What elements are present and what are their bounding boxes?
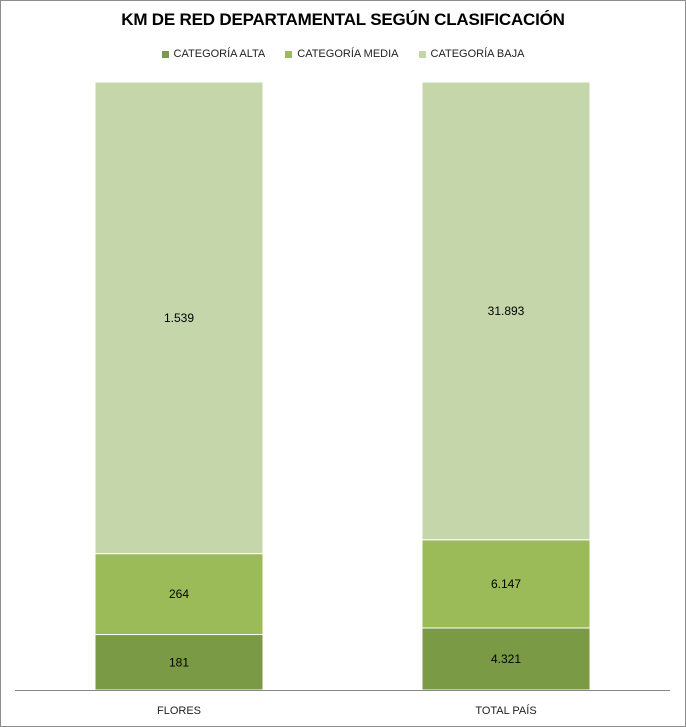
bar-flores-categoria-media (94, 553, 264, 636)
data-label-total-pais-categoria-media: 6.147 (491, 577, 521, 591)
legend-item-alta: CATEGORÍA ALTA (161, 48, 266, 60)
legend: CATEGORÍA ALTA CATEGORÍA MEDIA CATEGORÍA… (0, 48, 686, 60)
legend-label-baja: CATEGORÍA BAJA (430, 48, 525, 60)
bar-total-pais-categoria-media (421, 539, 591, 629)
legend-item-media: CATEGORÍA MEDIA (285, 48, 399, 60)
legend-label-alta: CATEGORÍA ALTA (173, 48, 266, 60)
data-label-flores-categoria-baja: 1.539 (164, 311, 194, 325)
bar-flores-categoria-baja (94, 81, 264, 555)
legend-item-baja: CATEGORÍA BAJA (418, 48, 525, 60)
data-label-flores-categoria-alta: 181 (169, 655, 189, 669)
legend-swatch-alta (161, 50, 169, 58)
bar-flores-categoria-alta (94, 634, 264, 691)
chart-title: KM DE RED DEPARTAMENTAL SEGÚN CLASIFICAC… (121, 10, 565, 29)
bar-total-pais-categoria-baja (421, 81, 591, 541)
data-label-flores-categoria-media: 264 (169, 587, 189, 601)
data-label-total-pais-categoria-baja: 31.893 (488, 304, 525, 318)
legend-swatch-media (285, 50, 293, 58)
legend-label-media: CATEGORÍA MEDIA (297, 48, 399, 60)
data-label-total-pais-categoria-alta: 4.321 (491, 652, 521, 666)
legend-swatch-baja (418, 50, 426, 58)
x-tick-label-total-pais: TOTAL PAÍS (475, 704, 536, 717)
x-tick-label-flores: FLORES (157, 705, 201, 717)
